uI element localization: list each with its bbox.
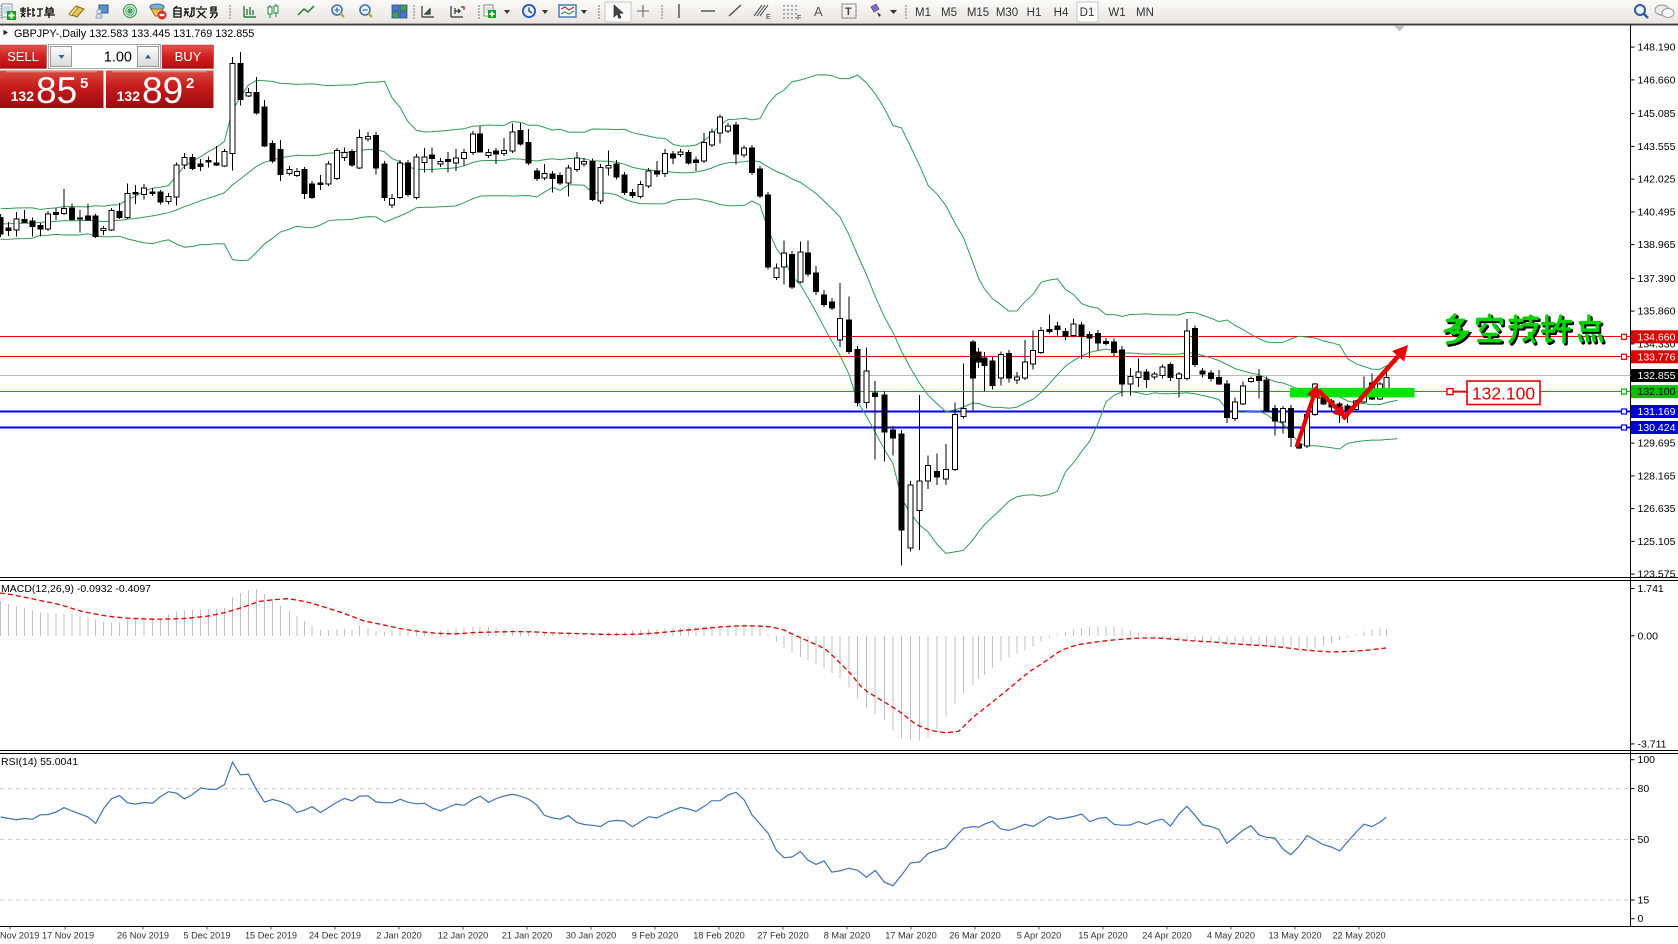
- svg-text:132.855: 132.855: [1638, 370, 1676, 382]
- svg-text:MN: MN: [1136, 7, 1154, 19]
- svg-text:17 Nov 2019: 17 Nov 2019: [42, 931, 94, 941]
- svg-text:5 Apr 2020: 5 Apr 2020: [1017, 931, 1061, 941]
- svg-text:M5: M5: [941, 7, 957, 19]
- svg-text:132.100: 132.100: [1472, 384, 1536, 404]
- svg-text:2: 2: [186, 75, 194, 92]
- svg-text:85: 85: [36, 70, 77, 111]
- svg-text:143.555: 143.555: [1638, 141, 1676, 153]
- svg-text:F: F: [797, 15, 801, 22]
- svg-text:140.495: 140.495: [1638, 206, 1676, 218]
- svg-text:134.660: 134.660: [1638, 331, 1676, 343]
- svg-text:132: 132: [117, 88, 141, 104]
- svg-text:123.575: 123.575: [1638, 569, 1676, 581]
- svg-text:128.165: 128.165: [1638, 470, 1676, 482]
- svg-text:80: 80: [1638, 783, 1650, 795]
- svg-text:0.00: 0.00: [1638, 630, 1659, 642]
- svg-text:22 May 2020: 22 May 2020: [1332, 931, 1385, 941]
- svg-text:21 Jan 2020: 21 Jan 2020: [502, 931, 553, 941]
- svg-text:4 May 2020: 4 May 2020: [1207, 931, 1255, 941]
- svg-text:GBPJPY-,Daily 132.583 133.445: GBPJPY-,Daily 132.583 133.445 131.769 13…: [14, 28, 254, 40]
- svg-text:13 May 2020: 13 May 2020: [1268, 931, 1321, 941]
- svg-text:9 Feb 2020: 9 Feb 2020: [632, 931, 679, 941]
- svg-text:146.660: 146.660: [1638, 74, 1676, 86]
- svg-text:30 Jan 2020: 30 Jan 2020: [566, 931, 617, 941]
- svg-text:132.100: 132.100: [1638, 386, 1676, 398]
- svg-text:89: 89: [142, 70, 183, 111]
- svg-text:129.695: 129.695: [1638, 438, 1676, 450]
- svg-text:100: 100: [1638, 754, 1656, 766]
- svg-text:W1: W1: [1108, 7, 1125, 19]
- svg-text:133.776: 133.776: [1638, 351, 1676, 363]
- svg-text:0: 0: [1638, 913, 1644, 925]
- svg-text:E: E: [766, 14, 771, 21]
- svg-text:8 Mar 2020: 8 Mar 2020: [824, 931, 870, 941]
- svg-text:5 Dec 2019: 5 Dec 2019: [184, 931, 231, 941]
- svg-text:27 Feb 2020: 27 Feb 2020: [757, 931, 809, 941]
- svg-text:135.860: 135.860: [1638, 306, 1676, 318]
- svg-text:145.085: 145.085: [1638, 108, 1676, 120]
- svg-text:50: 50: [1638, 834, 1650, 846]
- svg-text:5: 5: [80, 75, 88, 92]
- svg-text:1.741: 1.741: [1638, 583, 1664, 595]
- svg-text:12 Jan 2020: 12 Jan 2020: [438, 931, 489, 941]
- svg-text:M30: M30: [996, 7, 1018, 19]
- svg-text:MACD(12,26,9) -0.0932 -0.4097: MACD(12,26,9) -0.0932 -0.4097: [1, 583, 151, 595]
- svg-text:Nov 2019: Nov 2019: [0, 931, 39, 941]
- svg-text:24 Dec 2019: 24 Dec 2019: [309, 931, 361, 941]
- svg-text:142.025: 142.025: [1638, 174, 1676, 186]
- svg-text:26 Mar 2020: 26 Mar 2020: [949, 931, 1001, 941]
- svg-text:15 Apr 2020: 15 Apr 2020: [1078, 931, 1128, 941]
- svg-text:137.390: 137.390: [1638, 273, 1676, 285]
- svg-text:H4: H4: [1054, 7, 1069, 19]
- svg-text:T: T: [845, 6, 852, 18]
- svg-text:126.635: 126.635: [1638, 503, 1676, 515]
- svg-text:125.105: 125.105: [1638, 536, 1676, 548]
- svg-text:SELL: SELL: [7, 49, 39, 64]
- svg-text:BUY: BUY: [175, 49, 202, 64]
- svg-text:130.424: 130.424: [1638, 422, 1676, 434]
- svg-text:15 Dec 2019: 15 Dec 2019: [245, 931, 297, 941]
- svg-text:131.169: 131.169: [1638, 406, 1676, 418]
- svg-text:-3.711: -3.711: [1638, 738, 1667, 750]
- svg-text:132: 132: [11, 88, 35, 104]
- svg-text:RSI(14) 55.0041: RSI(14) 55.0041: [1, 756, 78, 768]
- svg-text:D1: D1: [1080, 7, 1095, 19]
- svg-text:138.965: 138.965: [1638, 239, 1676, 251]
- svg-text:17 Mar 2020: 17 Mar 2020: [885, 931, 937, 941]
- svg-text:A: A: [814, 4, 823, 19]
- svg-text:M15: M15: [967, 7, 989, 19]
- svg-text:15: 15: [1638, 895, 1650, 907]
- svg-text:1.00: 1.00: [104, 50, 132, 66]
- svg-text:148.190: 148.190: [1638, 42, 1676, 54]
- svg-text:H1: H1: [1027, 7, 1042, 19]
- svg-text:2 Jan 2020: 2 Jan 2020: [376, 931, 421, 941]
- svg-text:24 Apr 2020: 24 Apr 2020: [1142, 931, 1192, 941]
- svg-text:M1: M1: [915, 7, 931, 19]
- svg-text:18 Feb 2020: 18 Feb 2020: [693, 931, 745, 941]
- svg-text:26 Nov 2019: 26 Nov 2019: [117, 931, 169, 941]
